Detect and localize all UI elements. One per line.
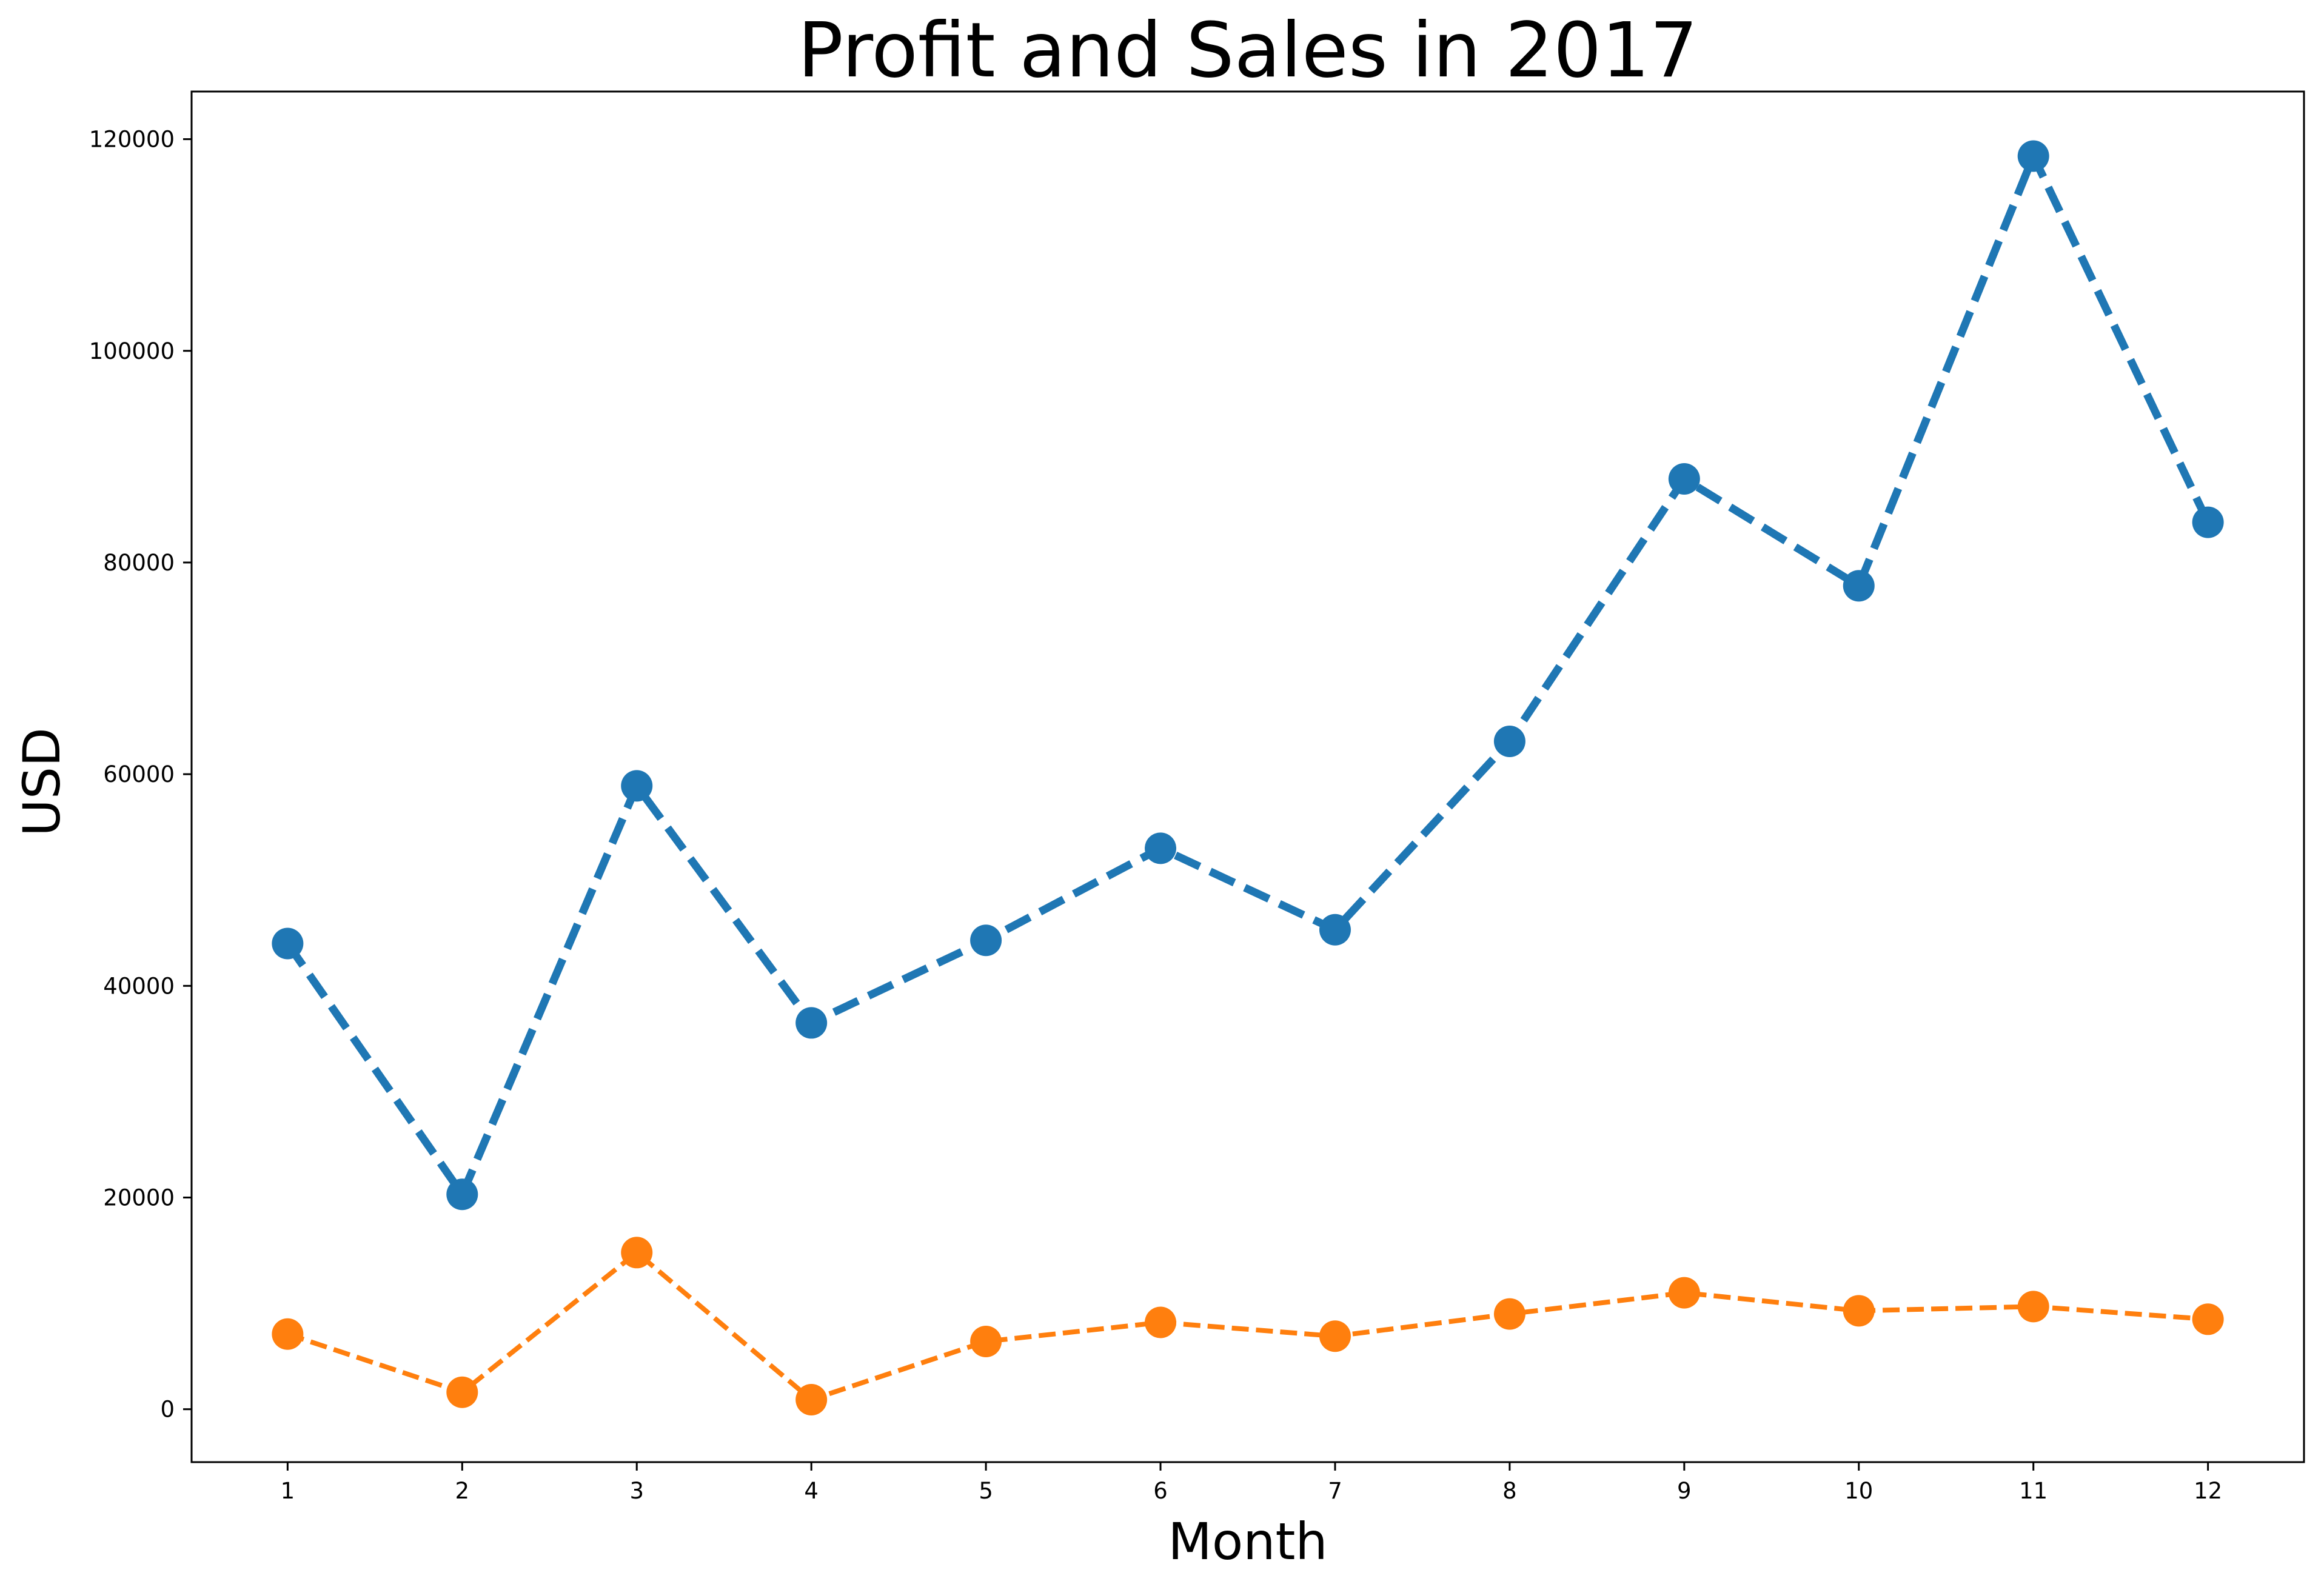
series-1-point xyxy=(1843,570,1875,602)
series-2-point xyxy=(1668,1277,1700,1309)
x-tick-label: 9 xyxy=(1677,1478,1692,1504)
series-2-point xyxy=(970,1325,1002,1357)
x-tick-label: 5 xyxy=(979,1478,993,1504)
x-tick-label: 6 xyxy=(1153,1478,1168,1504)
series-2-point xyxy=(272,1318,304,1350)
series-layer xyxy=(272,140,2224,1415)
series-1-point xyxy=(1319,914,1351,946)
series-2-point xyxy=(1493,1298,1525,1330)
series-2-point xyxy=(1319,1320,1351,1352)
x-tick-label: 7 xyxy=(1328,1478,1342,1504)
y-tick-label: 80000 xyxy=(103,550,175,576)
series-2-point xyxy=(446,1376,478,1408)
series-1-point xyxy=(2017,140,2049,172)
y-tick-label: 40000 xyxy=(103,973,175,999)
y-tick-label: 100000 xyxy=(89,338,175,364)
series-1-point xyxy=(272,927,304,960)
x-tick-label: 10 xyxy=(1844,1478,1873,1504)
series-1-point xyxy=(970,924,1002,957)
series-1-point xyxy=(795,1007,828,1039)
series-1-point xyxy=(1145,832,1177,864)
series-1-point xyxy=(2192,506,2224,538)
series-2-point xyxy=(795,1383,828,1415)
x-tick-label: 3 xyxy=(629,1478,644,1504)
series-2 xyxy=(272,1237,2224,1415)
x-tick-label: 2 xyxy=(455,1478,470,1504)
x-tick-label: 1 xyxy=(281,1478,295,1504)
plot-area-frame xyxy=(190,90,2305,1463)
y-tick-label: 20000 xyxy=(103,1185,175,1211)
x-axis-label: Month xyxy=(1168,1512,1327,1571)
y-tick-label: 60000 xyxy=(103,761,175,787)
y-tick-label: 120000 xyxy=(89,127,175,153)
series-1-point xyxy=(1493,726,1525,758)
series-1-point xyxy=(1668,463,1700,495)
x-tick-label: 11 xyxy=(2019,1478,2048,1504)
axes-layer: 1 2 3 4 5 6 7 8 9 10 11 120200004000060000800001000… xyxy=(89,90,2305,1504)
x-tick-label: 12 xyxy=(2194,1478,2222,1504)
series-1-point xyxy=(446,1178,478,1211)
series-2-point xyxy=(621,1237,653,1269)
series-1-line xyxy=(284,152,2212,1198)
series-2-line xyxy=(287,1250,2208,1402)
series-2-point xyxy=(1145,1306,1177,1338)
series-2-point xyxy=(1843,1295,1875,1327)
y-axis-label: USD xyxy=(12,727,72,836)
chart-title: Profit and Sales in 2017 xyxy=(798,7,1698,95)
series-1 xyxy=(272,140,2224,1211)
x-tick-label: 8 xyxy=(1502,1478,1517,1504)
series-1-point xyxy=(621,770,653,802)
x-tick-label: 4 xyxy=(804,1478,819,1504)
y-tick-label: 0 xyxy=(160,1397,175,1423)
series-2-point xyxy=(2017,1291,2049,1323)
series-2-point xyxy=(2192,1303,2224,1335)
